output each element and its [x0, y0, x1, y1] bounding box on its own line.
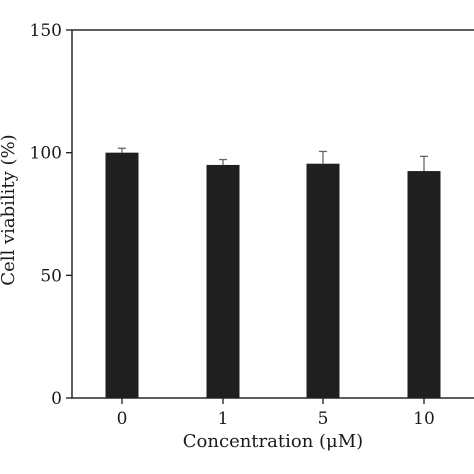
- x-tick-label: 0: [117, 409, 128, 429]
- y-tick-label: 150: [30, 21, 62, 41]
- bar: [407, 171, 441, 398]
- bar: [105, 152, 139, 398]
- y-tick-label: 0: [51, 389, 62, 409]
- x-axis-label: Concentration (μM): [183, 431, 363, 452]
- x-tick-label: 5: [318, 409, 329, 429]
- y-tick-label: 100: [30, 144, 62, 164]
- x-tick-label: 1: [218, 409, 229, 429]
- y-tick-label: 50: [40, 266, 62, 286]
- y-axis-ticks: 0 50 100 150: [30, 21, 72, 409]
- bar: [206, 164, 240, 398]
- x-tick-label: 10: [413, 409, 435, 429]
- bar-series: [105, 152, 441, 398]
- plot-frame: [71, 29, 474, 399]
- y-axis-label: Cell viability (%): [0, 134, 19, 285]
- bar: [306, 163, 340, 398]
- error-bar-series: [118, 147, 428, 172]
- x-axis-ticks: 0 1 5 10: [117, 398, 435, 429]
- plot-area: [71, 29, 474, 399]
